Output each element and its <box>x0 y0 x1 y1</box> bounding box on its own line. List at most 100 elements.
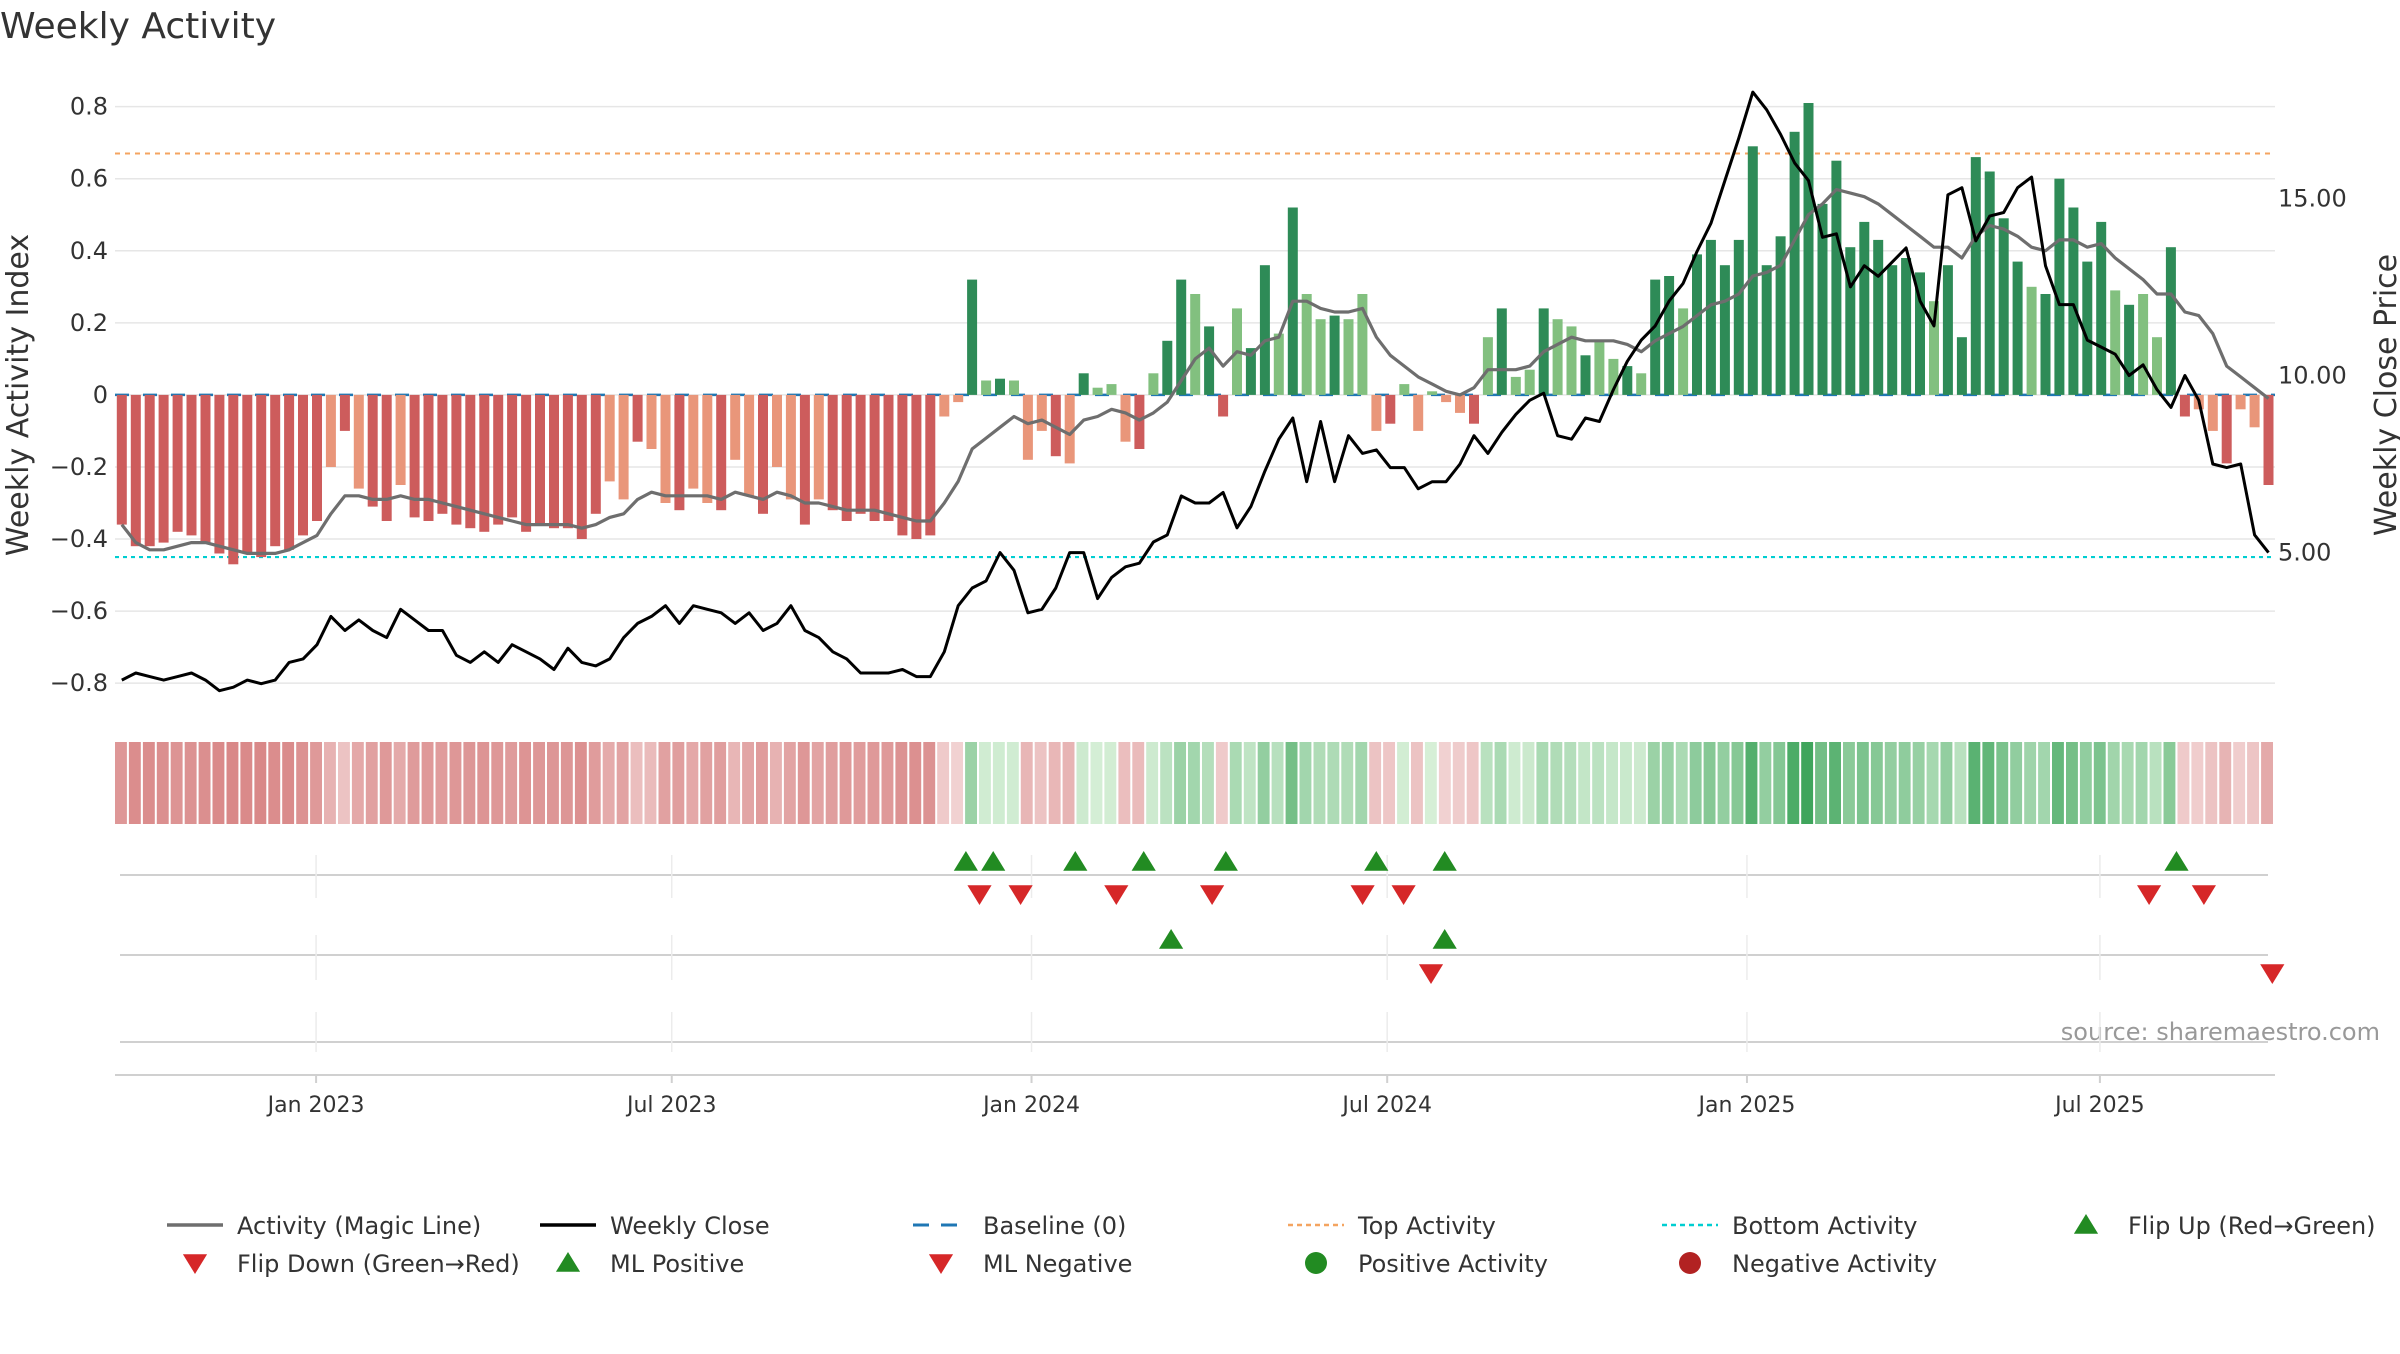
legend-label: ML Positive <box>610 1250 744 1278</box>
heat-cell <box>630 742 643 824</box>
heat-cell <box>449 742 462 824</box>
heat-cell <box>2121 742 2134 824</box>
heat-cell <box>254 742 267 824</box>
heat-cell <box>212 742 225 824</box>
y-tick-label: −0.6 <box>50 597 108 625</box>
heat-cell <box>1620 742 1632 824</box>
series-lines <box>120 90 2270 693</box>
activity-bar <box>1719 265 1730 395</box>
x-tick-label: Jan 2025 <box>1697 1093 1796 1118</box>
weekly-close-series <box>121 90 2270 693</box>
activity-bar <box>1747 146 1758 395</box>
legend-swatch <box>1305 1252 1327 1274</box>
activity-bar <box>604 394 615 482</box>
heat-cell <box>115 742 127 824</box>
heat-cell <box>2233 742 2246 824</box>
activity-bar <box>1831 160 1842 395</box>
legend-label: Positive Activity <box>1358 1250 1548 1278</box>
activity-bar <box>855 394 866 514</box>
activity-bar <box>660 394 671 503</box>
activity-bar <box>869 394 880 521</box>
activity-bar <box>1859 221 1870 395</box>
heat-cell <box>1118 742 1131 824</box>
activity-bar <box>493 394 504 525</box>
activity-bar <box>2138 294 2149 395</box>
activity-bar <box>1622 366 1633 395</box>
x-tick-label: Jul 2024 <box>1340 1093 1432 1118</box>
activity-bar <box>1385 394 1396 424</box>
activity-bar <box>1608 358 1619 395</box>
activity-bar <box>2012 261 2023 395</box>
heat-cell <box>2205 742 2218 824</box>
ml-negative-marker <box>1350 885 1375 905</box>
heat-cell <box>1954 742 1967 824</box>
activity-bar <box>1245 348 1256 395</box>
activity-bar <box>1650 279 1661 395</box>
activity-bar <box>1036 394 1047 431</box>
y-tick-label: 0.2 <box>70 309 108 337</box>
legend-item: Top Activity <box>1288 1212 1496 1240</box>
heat-cell <box>142 742 155 824</box>
ml-negative-marker <box>1104 885 1129 905</box>
heat-cell <box>351 742 364 824</box>
heat-cell <box>965 742 977 824</box>
activity-bar <box>1078 373 1089 395</box>
heat-cell <box>1202 742 1214 824</box>
activity-bar <box>1580 355 1591 395</box>
heat-cell <box>1675 742 1688 824</box>
activity-bar <box>1678 308 1689 395</box>
heat-cell <box>1968 742 1981 824</box>
x-tick-label: Jul 2023 <box>625 1093 717 1118</box>
heat-cell <box>2177 742 2190 824</box>
heat-cell <box>2219 742 2232 824</box>
heat-cell <box>2107 742 2120 824</box>
heat-cell <box>2135 742 2148 824</box>
heat-cell <box>672 742 685 824</box>
activity-bar <box>772 394 782 467</box>
activity-bar <box>758 394 768 514</box>
activity-bar <box>2026 286 2037 395</box>
heat-cell <box>2149 742 2162 824</box>
heat-cell <box>2052 742 2064 824</box>
heat-cell <box>1661 742 1674 824</box>
flip-down-marker <box>2260 964 2285 984</box>
activity-bar <box>618 394 629 500</box>
activity-bar <box>2249 394 2260 428</box>
legend-label: Bottom Activity <box>1732 1212 1917 1240</box>
activity-bar <box>1329 315 1340 395</box>
legend-label: Baseline (0) <box>983 1212 1126 1240</box>
activity-bar <box>632 394 643 442</box>
heat-cell <box>1411 742 1423 824</box>
legend-label: Activity (Magic Line) <box>237 1212 481 1240</box>
legend-swatch <box>1679 1252 1701 1274</box>
activity-bar <box>1343 319 1354 395</box>
activity-bar <box>465 394 476 529</box>
activity-bar <box>1009 380 1019 395</box>
ml-negative-marker <box>2137 885 2162 905</box>
activity-bar <box>646 394 657 449</box>
legend-swatch <box>182 1254 208 1274</box>
heat-cell <box>310 742 322 824</box>
heat-cell <box>1745 742 1758 824</box>
heat-cell <box>1146 742 1159 824</box>
grid-lines <box>115 105 2275 1076</box>
heat-cell <box>1466 742 1479 824</box>
activity-bar <box>1204 326 1215 395</box>
heat-cell <box>686 742 699 824</box>
activity-bar <box>1733 239 1744 395</box>
ml-positive-marker <box>981 851 1006 871</box>
heat-cell <box>1689 742 1702 824</box>
heat-cell <box>1243 742 1256 824</box>
heat-cell <box>742 742 754 824</box>
flip-down-marker <box>1418 964 1444 984</box>
activity-bar <box>1301 294 1312 395</box>
y-tick-label: −0.2 <box>50 453 108 481</box>
activity-bar <box>214 394 225 554</box>
activity-bar <box>1942 265 1953 395</box>
legend-item: Flip Up (Red→Green) <box>2073 1212 2376 1240</box>
heat-cell <box>324 742 336 824</box>
magic-line-series <box>120 187 2270 556</box>
heat-cell <box>923 742 936 824</box>
activity-bar <box>172 394 183 532</box>
legend-label: ML Negative <box>983 1250 1132 1278</box>
